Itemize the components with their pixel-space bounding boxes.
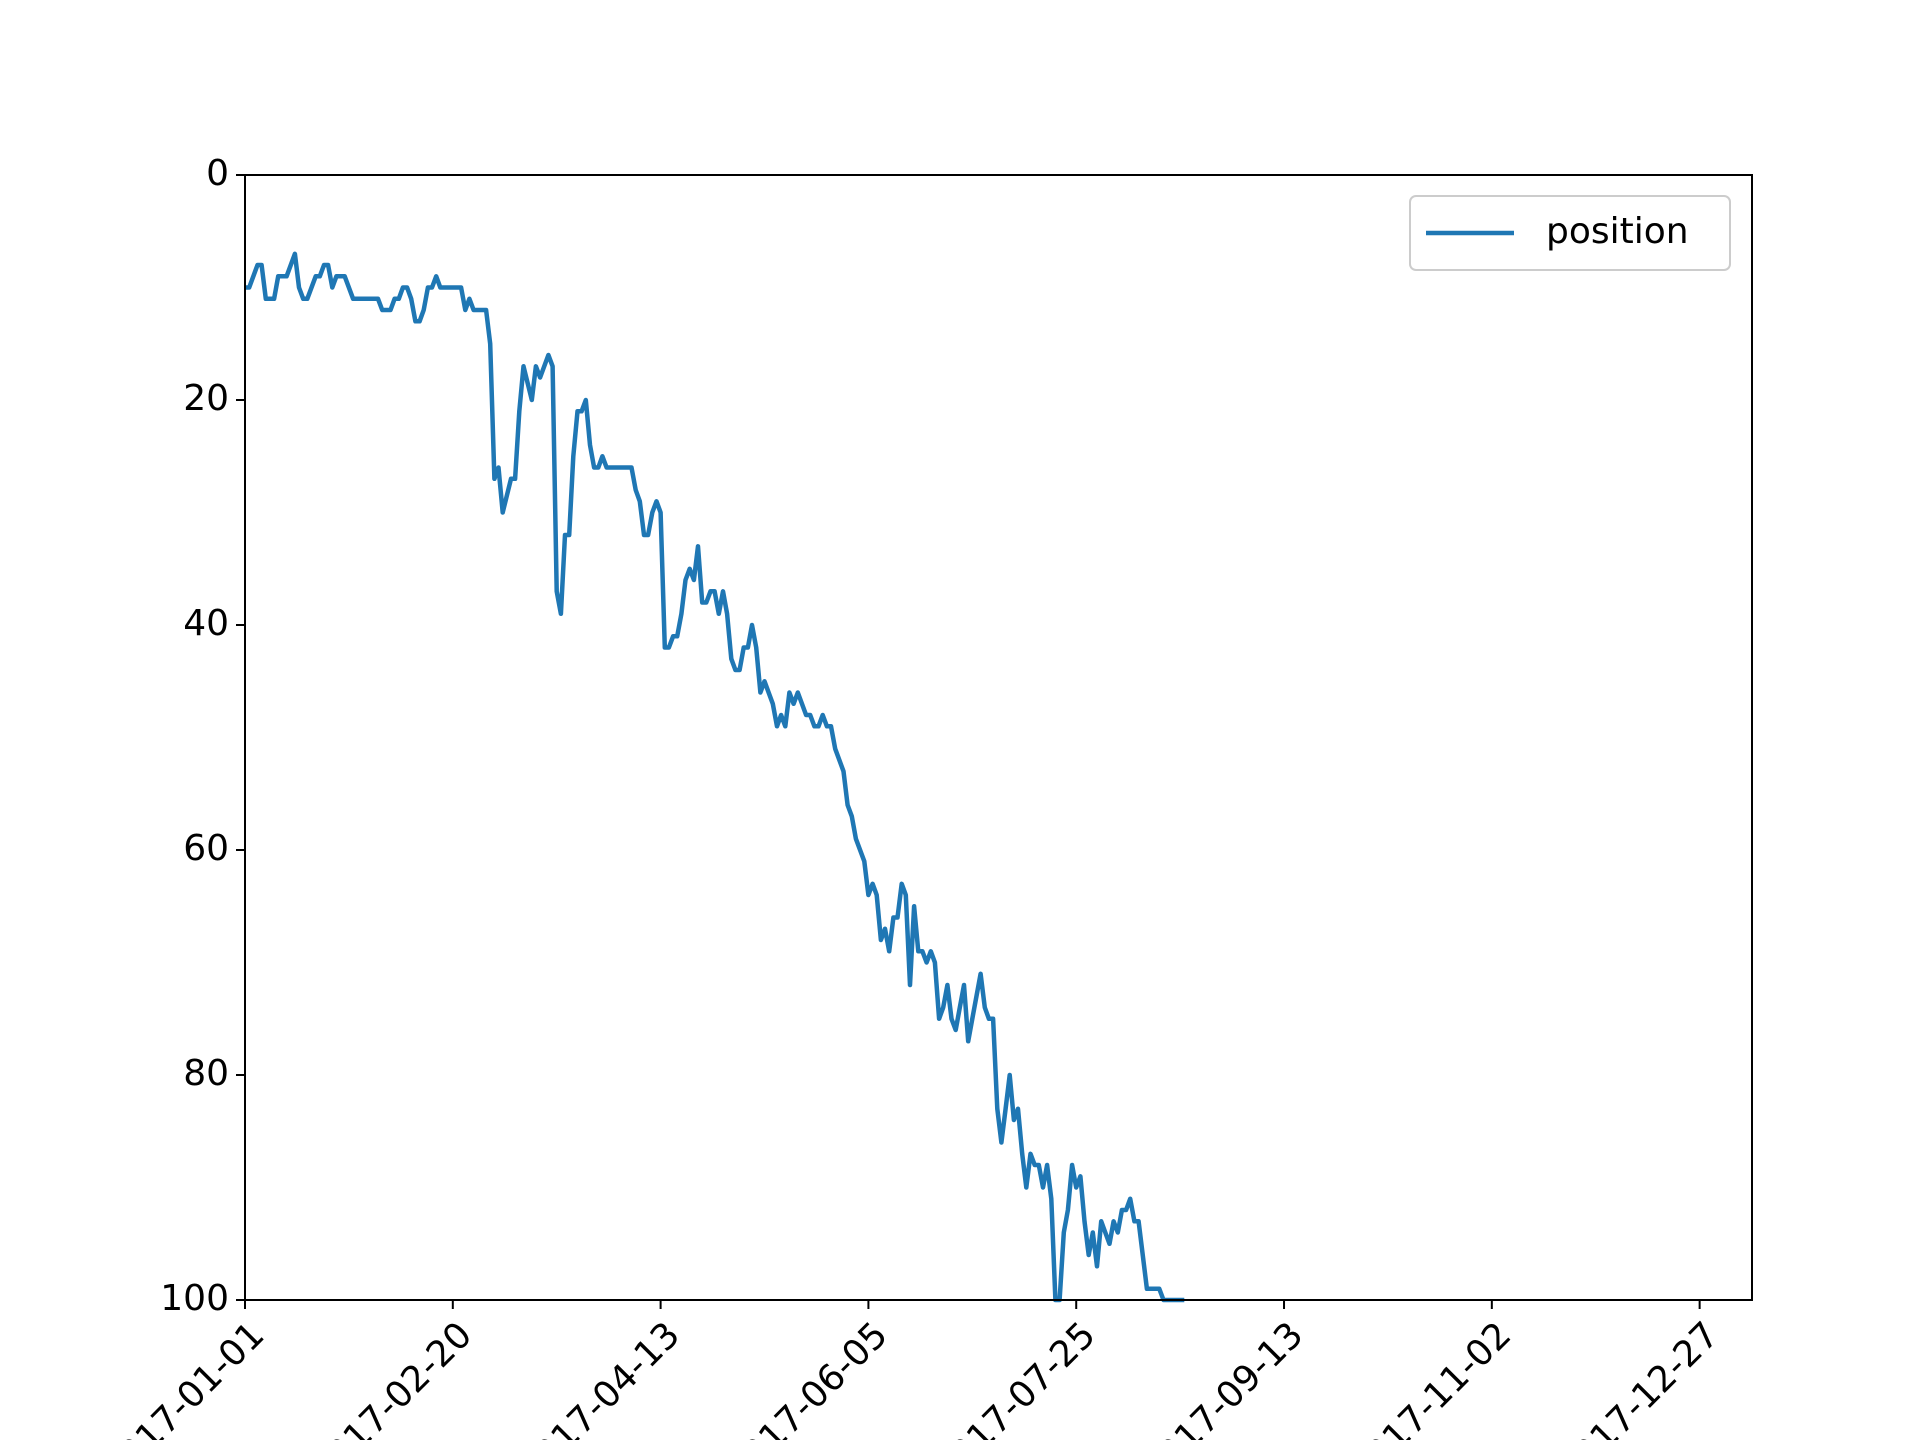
x-tick-label: 2017-07-25 (927, 1314, 1104, 1440)
x-tick-label: 2017-12-27 (1550, 1314, 1727, 1440)
y-tick-label: 0 (206, 153, 229, 194)
y-tick-label: 20 (183, 378, 229, 419)
x-tick-label: 2017-06-05 (719, 1314, 896, 1440)
x-tick-label: 2017-02-20 (303, 1314, 480, 1440)
y-tick-label: 80 (183, 1053, 229, 1094)
x-tick-label: 2017-01-01 (96, 1314, 273, 1440)
legend-label: position (1546, 211, 1689, 252)
y-tick-label: 40 (183, 603, 229, 644)
data-line (245, 251, 1185, 1303)
plot-frame (244, 174, 1753, 1301)
legend-box (1409, 195, 1731, 271)
x-tick-label: 2017-09-13 (1135, 1314, 1312, 1440)
legend: position (1409, 195, 1731, 271)
x-tick-label: 2017-04-13 (511, 1314, 688, 1440)
y-tick-label: 60 (183, 828, 229, 869)
x-tick-label: 2017-11-02 (1342, 1314, 1519, 1440)
y-tick-label: 100 (160, 1278, 229, 1319)
